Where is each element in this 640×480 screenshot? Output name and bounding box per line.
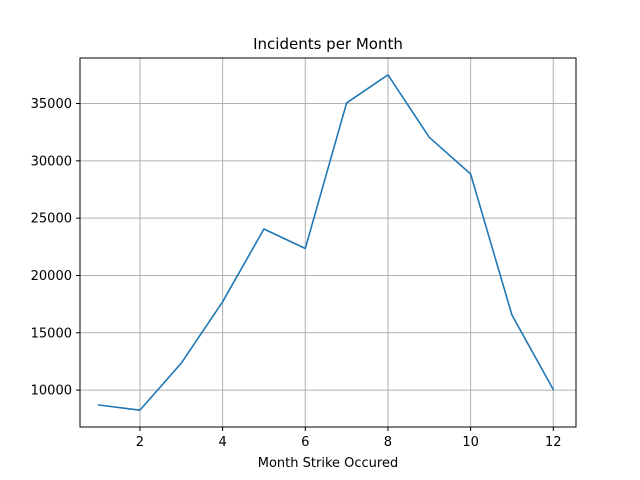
y-tick-label: 30000 <box>31 154 72 169</box>
y-tick-label: 20000 <box>31 269 72 284</box>
x-tick-label: 2 <box>136 435 144 450</box>
x-tick-label: 8 <box>384 435 392 450</box>
y-tick-label: 25000 <box>31 212 72 227</box>
y-tick-label: 10000 <box>31 384 72 399</box>
x-tick-label: 10 <box>462 435 479 450</box>
x-tick-label: 6 <box>301 435 309 450</box>
plot-frame <box>79 57 577 428</box>
series-layer <box>97 74 555 411</box>
x-axis-label: Month Strike Occured <box>258 456 398 471</box>
chart-title: Incidents per Month <box>253 35 403 53</box>
x-tick-label: 12 <box>545 435 562 450</box>
x-axis: 2 4 6 8 10 12 <box>136 427 562 450</box>
y-tick-label: 35000 <box>31 97 72 112</box>
series-line <box>97 74 555 411</box>
grid <box>80 58 576 427</box>
x-tick-label: 4 <box>218 435 226 450</box>
y-tick-label: 15000 <box>31 326 72 341</box>
y-axis: 10000 15000 20000 25000 30000 35000 <box>31 97 80 399</box>
